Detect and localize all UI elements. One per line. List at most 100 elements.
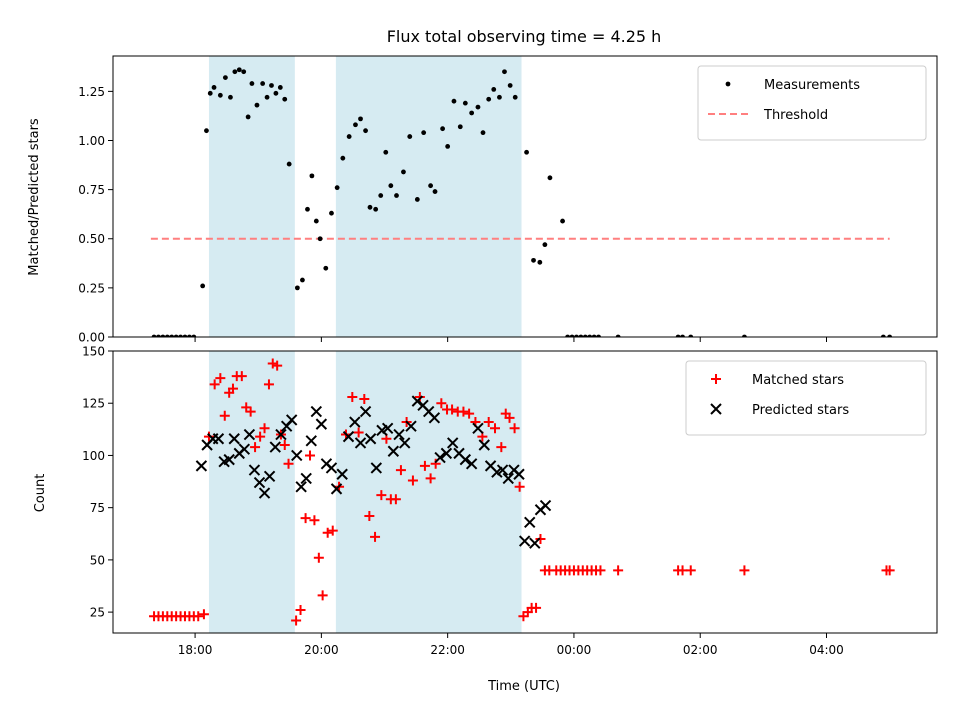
bottom-point-1-44 <box>434 451 446 464</box>
bottom-point-1-0 <box>195 460 208 472</box>
bottom-axes-frame <box>112 350 938 634</box>
bottom-point-1-62 <box>539 499 552 512</box>
bottom-series-1 <box>195 395 552 549</box>
top-point-0-90 <box>880 334 886 337</box>
top-legend-label-1: Threshold <box>763 108 828 123</box>
chart-title: Flux total observing time = 4.25 h <box>387 27 662 46</box>
bottom-point-0-24 <box>259 423 270 434</box>
bottom-point-0-60 <box>447 404 458 415</box>
top-point-0-71 <box>524 149 529 155</box>
top-point-0-62 <box>475 104 481 110</box>
bottom-point-1-21 <box>305 435 317 447</box>
top-point-0-34 <box>313 218 319 224</box>
top-point-0-23 <box>260 81 266 86</box>
top-point-0-51 <box>407 134 413 139</box>
bottom-x-tick-label-0: 18:00 <box>178 643 213 657</box>
bottom-point-1-23 <box>315 418 328 430</box>
bottom-point-0-23 <box>255 431 266 442</box>
bottom-point-1-30 <box>354 437 367 449</box>
bottom-point-1-22 <box>310 405 323 418</box>
top-point-0-50 <box>401 169 406 175</box>
bottom-point-0-95 <box>739 565 750 576</box>
bottom-point-0-44 <box>359 394 370 405</box>
top-point-0-85 <box>615 334 621 337</box>
top-point-0-4 <box>169 334 175 337</box>
top-point-0-8 <box>187 334 192 337</box>
bottom-point-1-55 <box>502 472 514 485</box>
bottom-point-1-18 <box>291 449 303 462</box>
bottom-point-0-25 <box>263 379 274 390</box>
top-point-0-55 <box>432 189 438 194</box>
bottom-y-tick-label-5: 150 <box>82 345 105 359</box>
top-point-0-1 <box>156 334 161 337</box>
bottom-legend-swatch-0 <box>711 374 721 384</box>
top-point-0-72 <box>531 257 536 263</box>
bottom-point-1-51 <box>478 439 490 451</box>
bottom-point-1-45 <box>440 447 453 460</box>
bottom-point-1-13 <box>263 470 276 483</box>
top-point-0-82 <box>587 334 593 337</box>
bottom-point-0-55 <box>419 460 430 471</box>
bottom-point-0-42 <box>347 391 358 402</box>
top-point-0-42 <box>358 116 363 122</box>
bottom-y-tick-label-3: 100 <box>82 449 105 463</box>
top-point-0-17 <box>232 69 238 75</box>
bottom-point-0-91 <box>613 565 624 576</box>
top-point-0-78 <box>569 334 575 337</box>
top-point-0-67 <box>502 69 507 75</box>
top-plot-area <box>150 67 893 337</box>
bottom-point-1-5 <box>223 453 235 466</box>
bottom-point-0-46 <box>370 531 381 542</box>
top-point-0-88 <box>688 334 694 337</box>
bottom-y-tick-label-0: 25 <box>90 606 105 620</box>
bottom-point-0-70 <box>504 412 515 423</box>
top-point-0-37 <box>329 210 334 216</box>
top-point-0-73 <box>537 259 543 265</box>
bottom-point-1-50 <box>472 422 484 434</box>
bottom-point-1-57 <box>513 468 525 480</box>
top-point-0-86 <box>675 334 681 337</box>
top-y-tick-label-0: 0.00 <box>78 331 105 345</box>
bottom-point-0-37 <box>317 590 328 601</box>
bottom-point-1-25 <box>325 462 338 474</box>
top-y-tick-label-1: 0.25 <box>78 281 105 295</box>
bottom-point-1-19 <box>295 481 307 493</box>
top-point-0-87 <box>680 334 685 337</box>
top-y-tick-label-2: 0.50 <box>78 232 105 246</box>
bottom-point-1-3 <box>212 433 225 445</box>
top-point-0-47 <box>383 149 389 155</box>
bottom-point-1-40 <box>411 395 424 407</box>
bottom-point-0-27 <box>272 360 283 371</box>
top-legend: Measurements Threshold <box>697 65 927 141</box>
bottom-point-1-27 <box>336 468 348 480</box>
bottom-point-0-29 <box>279 440 290 450</box>
bottom-point-0-72 <box>514 481 525 492</box>
bottom-point-0-43 <box>353 427 364 438</box>
bottom-point-0-71 <box>509 423 520 434</box>
bottom-point-1-38 <box>399 437 411 449</box>
top-point-0-57 <box>445 143 451 149</box>
top-shaded-span-1 <box>335 56 522 337</box>
bottom-legend-swatch-1 <box>710 403 722 415</box>
bottom-shaded-span-1 <box>335 351 522 633</box>
bottom-point-0-17 <box>227 383 238 394</box>
bottom-point-1-35 <box>381 422 394 434</box>
top-point-0-41 <box>353 122 358 128</box>
bottom-point-0-10 <box>193 611 204 622</box>
bottom-legend: Matched stars Predicted stars <box>685 360 927 436</box>
bottom-point-0-13 <box>209 379 220 390</box>
top-point-0-66 <box>497 94 502 100</box>
top-point-0-39 <box>340 155 346 161</box>
bottom-point-0-33 <box>300 513 311 524</box>
top-point-0-52 <box>414 197 420 202</box>
top-point-0-15 <box>222 75 228 81</box>
bottom-point-0-34 <box>305 450 316 461</box>
bottom-point-1-49 <box>465 458 478 470</box>
top-point-0-9 <box>191 334 197 337</box>
bottom-point-0-19 <box>236 371 247 382</box>
bottom-x-tick-label-4: 02:00 <box>683 643 718 657</box>
bottom-point-0-63 <box>464 408 475 419</box>
bottom-point-1-17 <box>285 414 298 426</box>
top-point-0-58 <box>451 98 457 104</box>
